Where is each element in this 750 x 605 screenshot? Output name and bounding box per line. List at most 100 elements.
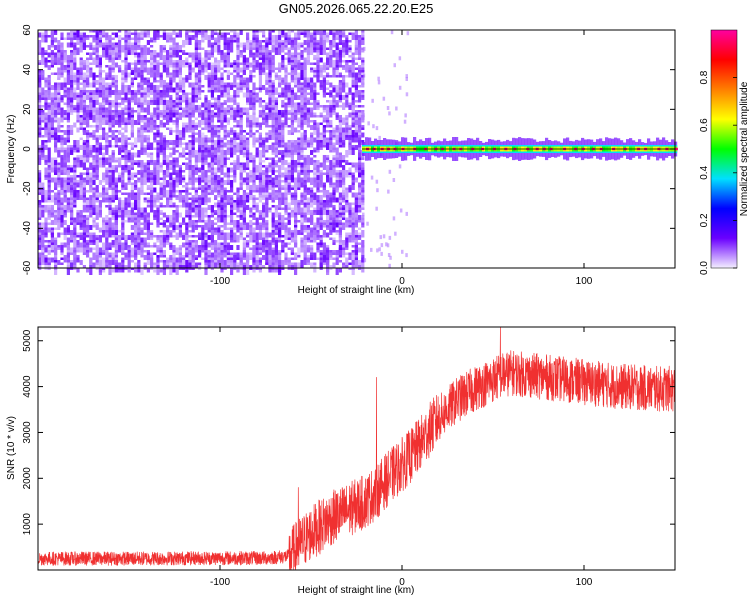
spectrogram-cell [265,60,269,65]
spectrogram-cell [118,267,122,273]
spectrogram-cell [332,192,336,195]
spectrogram-cell [274,180,278,185]
spectrogram-cell [95,197,99,200]
spectrogram-cell [316,225,320,230]
spectrogram-cell [92,232,96,235]
spectrogram-cell [175,150,179,153]
spectrogram-cell [98,235,102,243]
spectrogram-cell [294,85,298,88]
spectrogram-cell [278,260,282,268]
spectrogram-cell [47,132,51,140]
spectrogram-cell [143,265,147,268]
spectrogram-cell [105,205,109,208]
spectrogram-cell [207,205,211,210]
spectrogram-cell [166,35,170,40]
spectrogram-cell [246,265,250,268]
spectrogram-cell [102,47,106,50]
spectrogram-cell [92,95,96,100]
spectrogram-cell [191,30,195,33]
spectrogram-cell [169,235,173,238]
spectrogram-cell [332,227,336,233]
spectrogram-cell [246,107,250,110]
spectrogram-cell [185,100,189,108]
spectrogram-cell [326,155,330,158]
spectrogram-cell [89,30,93,33]
spectrogram-cell [185,92,189,98]
spectrogram-cell [159,230,163,233]
spectrogram-cell [287,142,291,145]
spectrogram-cell [297,82,301,90]
spectrogram-cell [89,265,93,268]
spectrogram-cell [326,157,330,160]
spectrogram-cell [50,167,54,173]
spectrogram-cell [127,245,131,248]
spectrogram-cell [265,115,269,120]
spectrogram-cell [54,30,58,33]
spectrogram-cell [313,90,317,93]
spectrogram-cell [332,40,336,48]
spectrogram-cell [191,240,195,243]
spectrogram-cell [198,60,202,68]
spectrogram-cell [130,175,134,178]
spectrogram-cell [98,92,102,98]
spectrogram-cell [239,195,243,203]
spectrogram-cell [124,130,128,133]
spectrogram-cell [143,222,147,225]
spectrogram-cell [47,222,51,225]
spectrogram-cell [265,132,269,135]
spectrogram-cell [70,175,74,178]
spectrogram-cell [332,55,336,58]
spectrogram-cell [63,257,67,263]
spectrogram-cell [188,207,192,210]
spectrogram-cell [130,267,134,270]
spectrogram-cell [242,110,246,113]
spectrogram-cell [198,97,202,100]
spectrogram-cell [185,142,189,145]
spectrogram-cell [98,267,102,275]
spectrogram-cell [66,182,70,185]
spectrogram-cell [134,245,138,248]
spectrogram-cell [57,112,61,115]
spectrogram-cell [57,125,61,133]
spectrogram-cell [236,37,240,43]
spectrogram-cell [249,175,253,183]
spectrogram-cell [134,185,138,190]
spectrogram-cell [252,227,256,235]
spectrogram-cell [41,195,45,198]
spectrogram-cell [134,152,138,158]
spectrogram-cell [268,130,272,135]
spectrogram-cell [121,45,125,53]
spectrogram-cell [92,187,96,190]
spectrogram-cell [284,80,288,83]
spectrogram-cell [188,92,192,95]
spectrogram-cell [95,112,99,115]
spectrogram-cell [114,130,118,133]
spectrogram-cell [121,260,125,263]
spectrogram-cell [82,252,86,255]
spectrogram-cell [134,77,138,80]
spectrogram-cell [92,177,96,180]
spectrogram-cell [306,250,310,253]
spectrogram-cell [306,217,310,223]
spectrogram-cell [326,190,330,195]
spectrogram-cell [217,60,221,63]
spectrogram-cell [252,87,256,93]
spectrogram-cell [111,217,115,220]
spectrogram-cell [66,157,70,163]
spectrogram-cell [172,120,176,123]
spectrogram-cell [137,247,141,255]
spectrogram-cell [153,92,157,98]
spectrogram-cell [172,147,176,155]
spectrogram-cell [162,47,166,50]
spectrogram-cell [79,105,83,110]
spectrogram-cell [95,225,99,230]
spectrogram-cell [214,232,218,235]
spectrogram-cell [143,92,147,95]
spectrogram-cell [290,197,294,205]
spectrogram-cell [137,122,141,125]
spectrogram-cell [284,70,288,73]
spectrogram-cell [86,95,90,98]
spectrogram-cell [306,202,310,205]
spectrogram-cell [182,242,186,248]
spectrogram-cell [98,200,102,208]
